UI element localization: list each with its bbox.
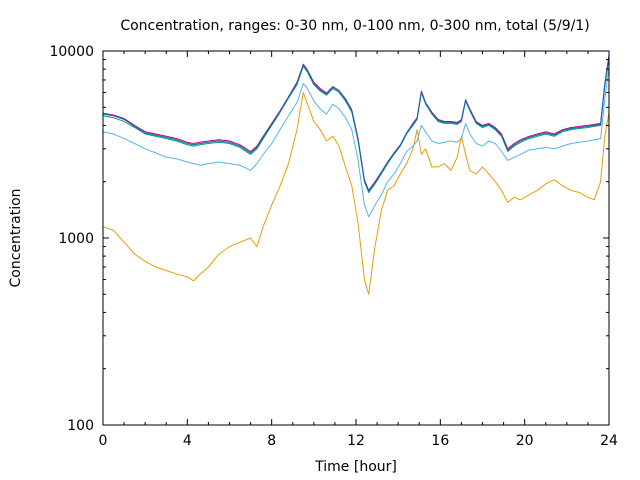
x-axis-label: Time [hour] <box>314 459 397 475</box>
chart-title: Concentration, ranges: 0-30 nm, 0-100 nm… <box>120 18 589 34</box>
x-tick-label: 16 <box>431 433 449 449</box>
series-line-0 <box>102 92 610 295</box>
series-line-2 <box>102 56 610 194</box>
x-tick-label: 12 <box>347 433 365 449</box>
x-tick-label: 20 <box>516 433 534 449</box>
y-tick-label: 1000 <box>58 231 94 247</box>
x-tick-label: 4 <box>183 433 192 449</box>
tick-layer: 0 4 8 12 16 20 24 100 1000 10000 <box>49 44 618 449</box>
y-tick-label: 100 <box>67 418 94 434</box>
x-tick-label: 8 <box>267 433 276 449</box>
y-tick-label: 10000 <box>49 44 94 60</box>
y-axis-label: Concentration <box>8 188 24 287</box>
series-line-4 <box>102 55 610 192</box>
x-tick-label: 0 <box>99 433 108 449</box>
series-layer <box>102 55 610 295</box>
x-tick-label: 24 <box>600 433 618 449</box>
series-line-1 <box>102 66 610 218</box>
